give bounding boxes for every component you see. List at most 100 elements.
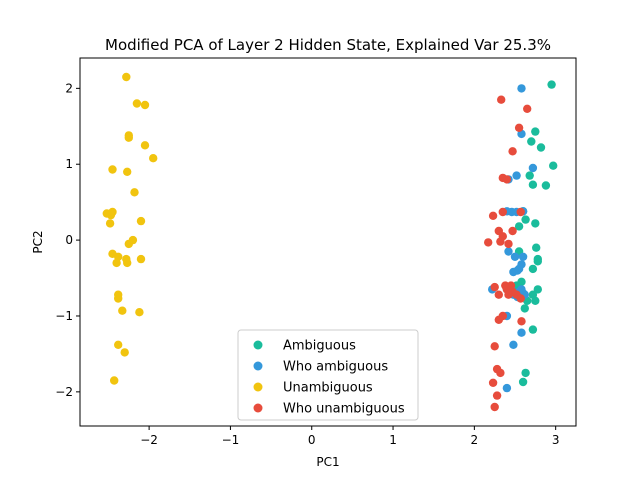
point-who-unambiguous-32 (490, 402, 499, 412)
legend-label-unambiguous: Unambiguous (283, 381, 373, 396)
point-who-unambiguous-23 (516, 294, 525, 303)
legend-marker-ambiguous (253, 340, 263, 350)
point-who-unambiguous-31 (492, 391, 502, 400)
point-unambiguous-24 (114, 294, 123, 303)
point-unambiguous-22 (123, 258, 132, 268)
point-unambiguous-1 (132, 99, 142, 108)
point-who-ambiguous-10 (510, 252, 520, 261)
point-who-unambiguous-1 (523, 104, 532, 114)
point-who-ambiguous-11 (518, 252, 528, 261)
point-unambiguous-7 (108, 165, 117, 174)
point-ambiguous-9 (521, 215, 530, 224)
point-unambiguous-2 (140, 100, 150, 110)
point-unambiguous-9 (130, 188, 139, 197)
legend-marker-unambiguous (253, 382, 263, 392)
point-unambiguous-12 (106, 210, 116, 220)
y-tick-label: 1 (65, 157, 73, 171)
point-who-unambiguous-29 (496, 368, 505, 378)
x-axis-label: PC1 (316, 455, 339, 469)
point-who-unambiguous-3 (508, 147, 517, 156)
legend-marker-who-unambiguous (253, 403, 263, 413)
point-who-unambiguous-18 (494, 290, 503, 299)
point-unambiguous-13 (136, 216, 146, 226)
point-ambiguous-16 (528, 264, 538, 274)
points-layer (102, 72, 558, 412)
x-tick-label: −1 (222, 433, 240, 447)
y-axis-ticks: −2 −1 0 1 2 (55, 81, 80, 399)
point-ambiguous-19 (533, 285, 542, 294)
point-ambiguous-0 (547, 80, 556, 89)
legend-label-who-unambiguous: Who unambiguous (283, 402, 405, 417)
point-who-ambiguous-30 (509, 340, 518, 349)
point-ambiguous-4 (525, 171, 534, 180)
chart-title: Modified PCA of Layer 2 Hidden State, Ex… (105, 36, 551, 54)
legend-box (237, 329, 419, 421)
point-who-unambiguous-8 (498, 207, 507, 217)
y-tick-label: −1 (55, 309, 73, 323)
y-tick-label: 0 (65, 233, 73, 247)
point-ambiguous-10 (531, 219, 540, 228)
point-who-unambiguous-14 (504, 239, 513, 249)
point-unambiguous-28 (120, 348, 129, 357)
point-ambiguous-12 (532, 243, 541, 252)
point-who-unambiguous-2 (514, 123, 524, 132)
point-ambiguous-1 (531, 127, 540, 136)
plot-frame (79, 57, 577, 427)
point-unambiguous-6 (149, 154, 158, 163)
point-unambiguous-29 (110, 376, 119, 385)
point-ambiguous-15 (533, 257, 542, 266)
y-tick-label: −2 (55, 385, 73, 399)
point-ambiguous-6 (528, 180, 538, 189)
legend-items: Ambiguous Who ambiguous Unambiguous Who una… (253, 339, 405, 417)
x-tick-label: 0 (308, 433, 316, 447)
y-axis-label: PC2 (31, 230, 45, 253)
legend-label-who-ambiguous: Who ambiguous (283, 360, 388, 375)
point-who-unambiguous-25 (498, 311, 507, 321)
point-unambiguous-27 (114, 340, 123, 349)
point-who-unambiguous-22 (504, 290, 513, 299)
point-unambiguous-16 (124, 239, 133, 249)
point-who-unambiguous-6 (516, 207, 525, 217)
x-tick-label: 3 (552, 433, 560, 447)
y-tick-label: 2 (65, 81, 73, 95)
point-unambiguous-4 (124, 133, 133, 142)
point-ambiguous-11 (514, 222, 524, 231)
point-unambiguous-0 (122, 72, 131, 82)
point-ambiguous-22 (531, 296, 540, 305)
x-tick-label: 1 (389, 433, 397, 447)
point-who-unambiguous-30 (488, 378, 498, 387)
point-who-unambiguous-26 (517, 317, 526, 326)
point-who-ambiguous-29 (517, 328, 526, 337)
point-who-ambiguous-0 (517, 84, 526, 93)
point-ambiguous-2 (527, 137, 536, 146)
point-who-unambiguous-0 (497, 95, 506, 104)
point-who-ambiguous-31 (502, 383, 512, 393)
point-ambiguous-24 (528, 325, 538, 334)
point-unambiguous-5 (140, 141, 150, 150)
point-who-unambiguous-7 (488, 211, 498, 220)
legend: Ambiguous Who ambiguous Unambiguous Who una… (237, 329, 419, 421)
point-ambiguous-26 (518, 377, 528, 387)
point-who-ambiguous-2 (528, 163, 538, 173)
point-unambiguous-20 (136, 254, 146, 264)
point-unambiguous-26 (135, 308, 144, 317)
point-who-ambiguous-15 (513, 266, 522, 275)
point-unambiguous-14 (105, 219, 115, 228)
point-who-ambiguous-13 (517, 260, 526, 269)
point-who-unambiguous-12 (496, 237, 505, 246)
point-who-ambiguous-9 (504, 247, 513, 256)
point-ambiguous-7 (541, 181, 551, 190)
point-ambiguous-25 (521, 368, 530, 378)
point-ambiguous-23 (520, 304, 529, 313)
point-who-ambiguous-3 (512, 171, 521, 180)
x-axis-ticks: −2 −1 0 1 2 3 (140, 426, 559, 447)
point-who-unambiguous-10 (508, 226, 517, 236)
point-unambiguous-8 (123, 167, 132, 176)
point-ambiguous-3 (536, 143, 546, 152)
legend-label-ambiguous: Ambiguous (283, 339, 356, 354)
x-tick-label: −2 (140, 433, 158, 447)
point-who-unambiguous-5 (502, 175, 512, 184)
point-who-unambiguous-27 (490, 342, 499, 351)
point-ambiguous-5 (549, 161, 558, 170)
